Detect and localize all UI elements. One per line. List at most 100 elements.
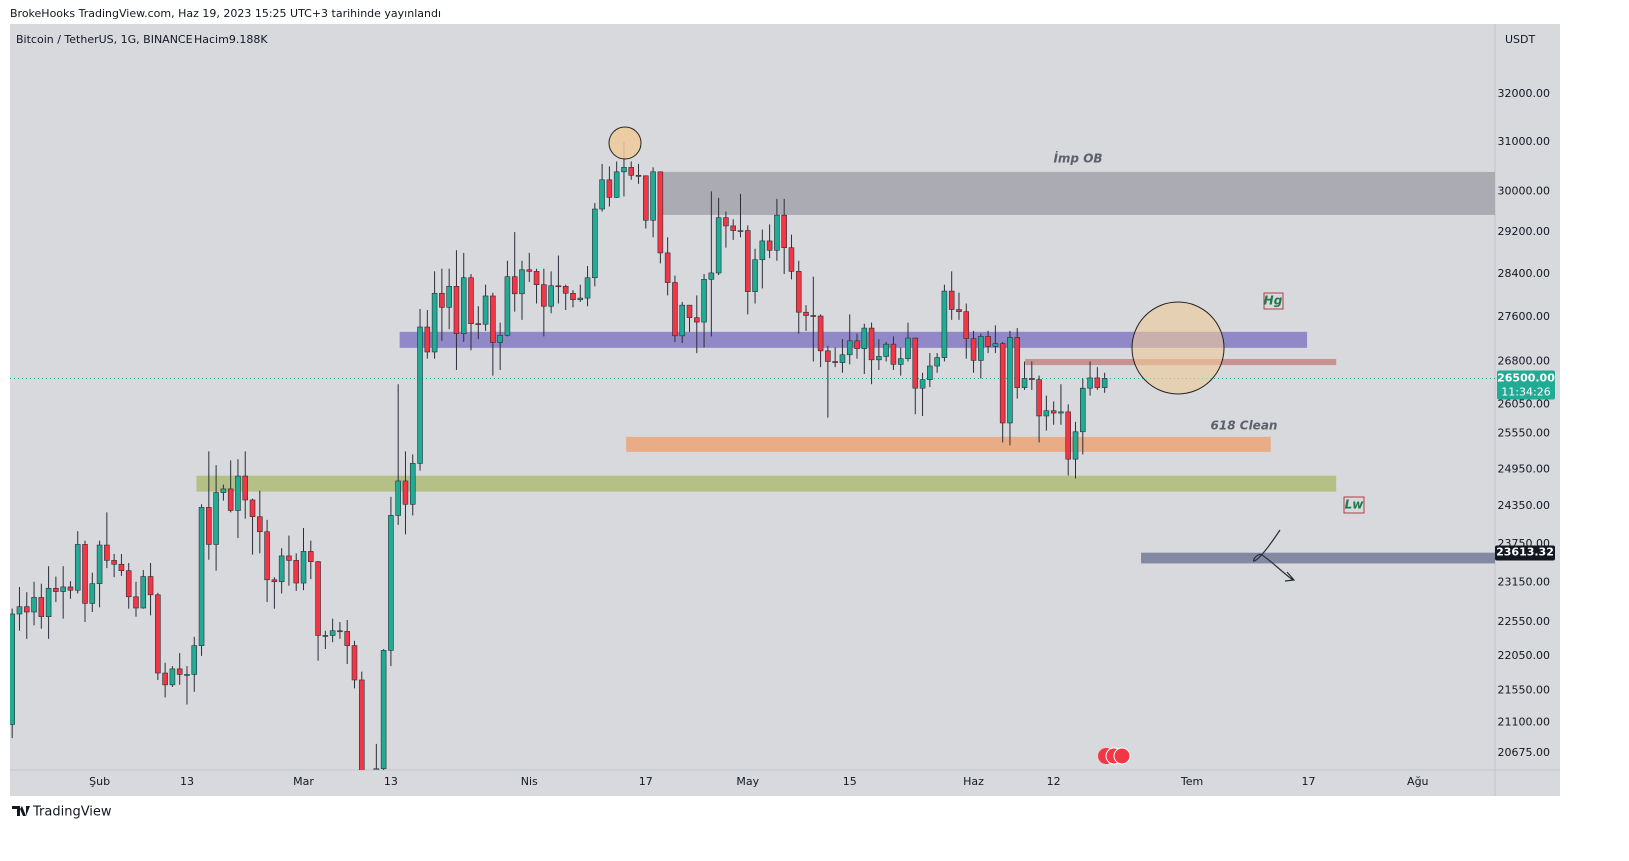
candle-body: [781, 214, 787, 248]
candle-body: [533, 271, 540, 285]
candle-body: [519, 269, 525, 295]
candle-body: [1065, 411, 1071, 460]
candle-body: [854, 340, 860, 349]
logo: [12, 806, 30, 816]
candle-body: [184, 674, 190, 676]
candle-body: [1058, 411, 1064, 414]
y-tick-label: 23150.00: [1498, 575, 1551, 588]
zone: [660, 171, 1495, 215]
x-tick-label: Haz: [963, 775, 984, 788]
highlight-circle: [1131, 301, 1225, 395]
annotation: Hg: [1264, 294, 1283, 308]
countdown: 11:34:26: [1501, 385, 1550, 398]
candle-body: [1094, 377, 1101, 388]
candle-body: [147, 576, 154, 596]
candle-body: [16, 606, 23, 615]
currency: USDT: [1505, 33, 1536, 46]
highlight-circle: [608, 126, 642, 160]
zone: [399, 331, 1308, 348]
candle-body: [555, 285, 562, 288]
candle-body: [322, 635, 329, 637]
candle-body: [490, 295, 496, 343]
chart-background: [10, 24, 1560, 796]
candle-body: [402, 480, 409, 505]
candle-body: [999, 343, 1006, 424]
candle-body: [621, 167, 627, 173]
y-tick-label: 32000.00: [1498, 87, 1551, 100]
candle-body: [38, 597, 45, 617]
candle-body: [606, 179, 613, 198]
y-tick-label: 26050.00: [1498, 397, 1551, 410]
x-tick-label: 13: [384, 775, 398, 788]
candle-body: [584, 277, 591, 299]
candle-body: [235, 475, 241, 511]
x-tick-label: May: [736, 775, 759, 788]
candle-body: [475, 323, 482, 325]
marked-price-label: 23613.32: [1496, 545, 1554, 558]
candle-body: [300, 551, 307, 584]
candle-body: [337, 630, 343, 633]
candle-body: [351, 645, 358, 681]
y-tick-label: 29200.00: [1498, 225, 1551, 238]
x-tick-label: Tem: [1180, 775, 1203, 788]
candle-body: [89, 583, 96, 604]
annotation-box: [1263, 292, 1284, 310]
footer: TradingView: [32, 805, 112, 820]
candle-body: [60, 586, 66, 592]
candle-body: [686, 304, 693, 318]
candle-body: [424, 326, 431, 353]
y-tick-label: 22050.00: [1498, 649, 1551, 662]
last-price-label: 26500.00: [1497, 371, 1555, 384]
candle-body: [358, 679, 365, 770]
candle-body: [635, 175, 642, 177]
candle-body: [599, 179, 605, 210]
candle-body: [439, 292, 445, 308]
candle-body: [74, 544, 81, 591]
candle-body: [934, 357, 940, 367]
candle-body: [395, 480, 401, 516]
candle-body: [388, 515, 394, 651]
last-price-box: [1497, 370, 1555, 400]
candle-body: [511, 276, 518, 295]
candle-body: [744, 230, 751, 292]
candle-body: [919, 379, 926, 389]
header: BrokeHooks TradingView.com, Haz 19, 2023…: [10, 7, 441, 20]
candle-body: [409, 463, 416, 505]
candle-body: [701, 279, 707, 323]
candle-body: [643, 175, 649, 221]
candle-body: [1036, 379, 1042, 417]
candle-body: [1029, 378, 1035, 380]
candle-body: [31, 597, 37, 613]
candle-body: [941, 290, 948, 358]
candle-body: [526, 269, 533, 272]
candle-body: [45, 587, 52, 617]
candle-body: [344, 631, 350, 646]
candle-body: [978, 336, 984, 361]
candle-body: [264, 531, 270, 581]
candle-body: [111, 560, 117, 565]
candle-body: [257, 516, 263, 533]
candle-body: [876, 356, 882, 361]
candle-body: [468, 277, 474, 324]
candle-body: [380, 650, 387, 770]
candle-body: [664, 252, 671, 283]
candle-body: [650, 171, 656, 221]
candle-body: [133, 596, 139, 609]
candle-body: [963, 311, 970, 339]
candle-body: [417, 326, 423, 464]
candle-body: [453, 285, 460, 334]
symbol: Bitcoin / TetherUS, 1G, BINANCE: [16, 33, 193, 46]
x-tick-label: 15: [843, 775, 857, 788]
candle-body: [1007, 337, 1013, 424]
event-icon: [1098, 747, 1131, 765]
candle-body: [795, 271, 802, 313]
y-tick-label: 27600.00: [1498, 310, 1551, 323]
candle-body: [832, 361, 838, 363]
candle-body: [1101, 378, 1108, 388]
candle-body: [104, 544, 110, 561]
y-tick-label: 26800.00: [1498, 355, 1551, 368]
candle-body: [1087, 377, 1093, 389]
candle-body: [10, 613, 15, 725]
candle-body: [548, 285, 554, 307]
candle-body: [708, 272, 715, 280]
